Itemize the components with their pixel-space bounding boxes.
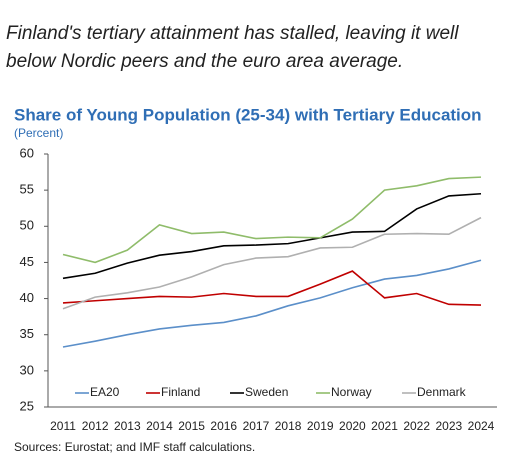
y-tick-label: 35 xyxy=(20,326,34,341)
y-tick-label: 60 xyxy=(20,145,34,160)
y-tick-label: 45 xyxy=(20,254,34,269)
subtitle: Finland's tertiary attainment has stalle… xyxy=(6,23,459,72)
x-tick-label: 2011 xyxy=(50,419,76,433)
legend-label: EA20 xyxy=(90,385,120,399)
series-line xyxy=(62,216,482,310)
x-tick-label: 2014 xyxy=(146,419,173,433)
x-tick-label: 2018 xyxy=(275,419,302,433)
series-line xyxy=(62,270,482,306)
y-tick-label: 50 xyxy=(20,218,34,233)
legend-label: Norway xyxy=(331,385,372,399)
y-tick-label: 25 xyxy=(20,398,34,413)
legend-label: Denmark xyxy=(417,385,467,399)
source-note: Sources: Eurostat; and IMF staff calcula… xyxy=(14,440,255,454)
legend-label: Finland xyxy=(161,385,200,399)
series-line xyxy=(62,192,482,280)
x-tick-label: 2023 xyxy=(435,419,462,433)
x-tick-label: 2017 xyxy=(243,419,270,433)
x-tick-label: 2020 xyxy=(339,419,366,433)
series-line xyxy=(62,176,482,264)
x-tick-label: 2016 xyxy=(210,419,237,433)
y-tick-label: 40 xyxy=(20,290,34,305)
x-tick-label: 2012 xyxy=(82,419,109,433)
x-tick-label: 2024 xyxy=(468,419,495,433)
y-tick-label: 55 xyxy=(20,182,34,197)
x-tick-label: 2013 xyxy=(114,419,141,433)
series-line xyxy=(62,259,482,348)
x-tick-label: 2021 xyxy=(371,419,398,433)
chart-title: Share of Young Population (25-34) with T… xyxy=(14,105,482,124)
x-tick-label: 2022 xyxy=(403,419,430,433)
legend-label: Sweden xyxy=(245,385,288,399)
unit-label: (Percent) xyxy=(14,126,63,140)
x-tick-label: 2019 xyxy=(307,419,334,433)
x-tick-label: 2015 xyxy=(178,419,205,433)
y-tick-label: 30 xyxy=(20,362,34,377)
